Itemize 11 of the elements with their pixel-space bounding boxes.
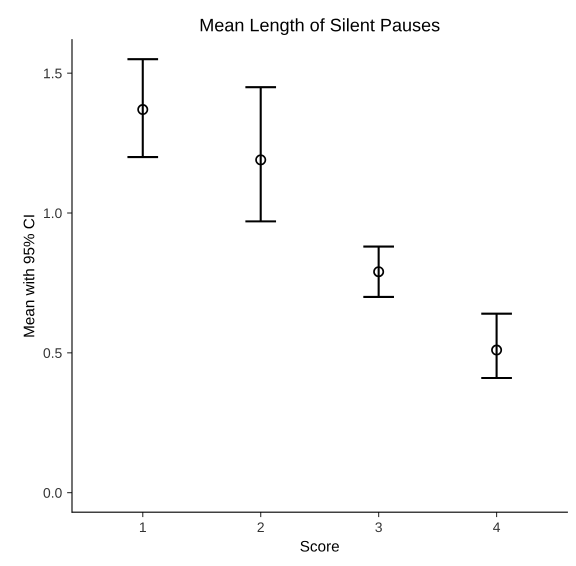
x-axis-title: Score: [300, 540, 339, 552]
y-axis-title: Mean with 95% CI: [23, 215, 34, 337]
x-tick-label: 1: [140, 522, 146, 532]
y-tick-label: 0.5: [44, 348, 62, 358]
x-tick-label: 2: [258, 522, 264, 532]
x-tick-label: 3: [375, 522, 382, 532]
x-tick-label: 4: [493, 522, 500, 532]
y-tick-label: 0.0: [44, 488, 62, 498]
y-tick-label: 1.5: [44, 68, 62, 78]
chart-title: Mean Length of Silent Pauses: [200, 18, 440, 36]
y-tick-label: 1.0: [44, 208, 62, 218]
